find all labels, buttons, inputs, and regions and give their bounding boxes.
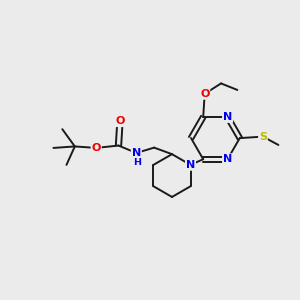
Text: O: O [200, 89, 209, 99]
Text: N: N [223, 154, 232, 164]
Text: O: O [92, 143, 101, 153]
Text: N: N [223, 112, 232, 122]
Text: N: N [186, 160, 195, 170]
Text: H: H [133, 158, 141, 167]
Text: O: O [115, 116, 125, 126]
Text: N: N [132, 148, 141, 158]
Text: S: S [259, 132, 267, 142]
